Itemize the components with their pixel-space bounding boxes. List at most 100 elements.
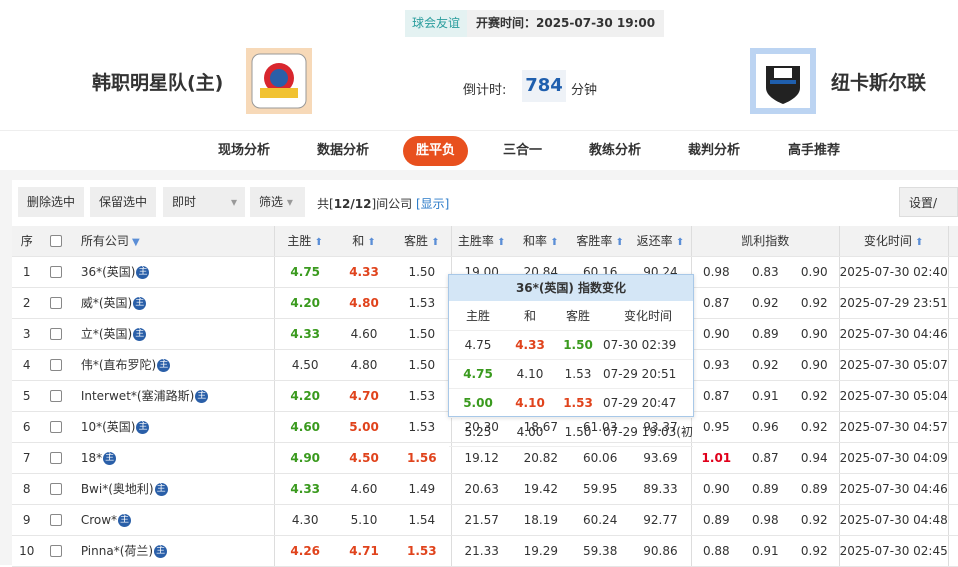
company-name[interactable]: 威*(英国)	[80, 296, 133, 310]
checkbox-cell	[41, 442, 71, 474]
odds-cell: 1.54	[392, 504, 452, 536]
main-badge: 主	[136, 421, 150, 434]
odds-cell: 4.20	[273, 380, 336, 412]
start-time: 开赛时间：2025-07-30 19:00	[467, 10, 665, 37]
checkbox[interactable]	[50, 266, 63, 278]
checkbox[interactable]	[50, 452, 63, 464]
checkbox[interactable]	[50, 390, 63, 402]
company-name[interactable]: 18*	[80, 450, 103, 465]
header-text: 所有公司	[80, 234, 129, 249]
company-cell: Bwi*(奥地利) 主	[70, 473, 275, 505]
time-cell: 2025-07-30 02:45	[838, 535, 949, 567]
edge-cell	[947, 473, 958, 505]
checkbox[interactable]	[50, 235, 63, 248]
countdown-label: 倒计时:	[463, 83, 507, 98]
kelly-cell: 0.92	[789, 411, 840, 443]
checkbox-cell	[41, 473, 71, 505]
row-number: 6	[12, 411, 42, 443]
company-name[interactable]: Bwi*(奥地利)	[80, 482, 154, 496]
main-badge: 主	[154, 545, 168, 558]
kelly-cell: 0.95	[690, 411, 741, 443]
odds-cell: 4.80	[335, 349, 393, 381]
odds-cell: 5.10	[335, 504, 393, 536]
sort-arrow: ⬆	[493, 237, 506, 249]
popup-header: 主胜	[449, 301, 507, 331]
checkbox[interactable]	[50, 359, 63, 371]
settings[interactable]: 设置/选择	[899, 187, 958, 240]
rate-cell: 59.38	[570, 535, 630, 567]
button[interactable]: 删除选中	[18, 187, 85, 217]
header-text: 客胜	[404, 234, 429, 249]
company-name[interactable]: Crow*	[80, 512, 118, 527]
popup-odds: 4.00	[507, 417, 553, 447]
select[interactable]: 即时 ▾	[163, 187, 245, 217]
show-link[interactable]: [显示]	[415, 197, 450, 211]
column-header: 客胜 ⬆	[392, 226, 452, 257]
popup-odds: 4.33	[507, 330, 553, 360]
count: 共[12/12]间公司 [显示]	[317, 195, 449, 212]
rate-cell: 59.95	[570, 473, 630, 505]
time-cell: 2025-07-29 23:51	[838, 287, 949, 319]
popup-odds: 1.50	[553, 417, 603, 447]
company-name[interactable]: 10*(英国)	[80, 420, 136, 434]
tab[interactable]: 数据分析	[317, 143, 370, 158]
odds-cell: 4.26	[273, 535, 336, 567]
checkbox[interactable]	[50, 328, 63, 340]
tab[interactable]: 三合一	[503, 143, 543, 158]
column-header: 变化时间 ⬆	[838, 226, 949, 257]
company-name[interactable]: Interwet*(塞浦路斯)	[80, 389, 195, 403]
sort-arrow: ⬆	[612, 237, 624, 249]
tab[interactable]: 教练分析	[589, 143, 642, 158]
table-row: 8 Bwi*(奥地利) 主 4.33 4.60 1.49 20.63 19.42 59.95 89…	[12, 473, 958, 505]
home-team[interactable]: 韩职明星队(主)	[92, 72, 224, 94]
company-name[interactable]: 伟*(直布罗陀)	[80, 358, 157, 372]
popup-odds: 1.50	[553, 330, 603, 360]
count-prefix: 共[	[317, 197, 334, 211]
main-badge: 主	[154, 483, 168, 496]
edge-cell	[947, 442, 958, 474]
odds-cell: 4.70	[335, 380, 393, 412]
kelly-cell: 0.98	[690, 256, 741, 288]
match-tag[interactable]: 球会友谊	[405, 10, 468, 37]
company-name[interactable]: 立*(英国)	[80, 327, 133, 341]
checkbox[interactable]	[50, 483, 63, 495]
rate-cell: 21.57	[451, 504, 512, 536]
company-name[interactable]: 36*(英国)	[80, 265, 136, 279]
filter[interactable]: 筛选 ▾	[250, 187, 305, 217]
tab[interactable]: 裁判分析	[688, 143, 741, 158]
odds-table: 序所有公司 ▼ 主胜 ⬆ 和 ⬆ 客胜 ⬆ 主胜率 ⬆ 和率 ⬆ 客胜率 ⬆ 返还率 ⬆ 凯利指…	[12, 226, 958, 567]
checkbox[interactable]	[50, 545, 63, 557]
checkbox[interactable]	[50, 514, 63, 526]
time-cell: 2025-07-30 05:04	[838, 380, 949, 412]
tab[interactable]: 现场分析	[218, 143, 271, 158]
checkbox-cell	[41, 318, 71, 350]
header-text: 主胜	[287, 234, 312, 249]
count-value: 12/12	[333, 197, 372, 211]
company-cell: 36*(英国) 主	[70, 256, 275, 288]
column-header: 序	[12, 226, 42, 257]
header-text: 变化时间	[863, 234, 912, 249]
checkbox[interactable]	[50, 297, 63, 309]
odds-cell: 1.50	[392, 349, 452, 381]
button[interactable]: 保留选中	[90, 187, 157, 217]
table-row: 10 Pinna*(荷兰) 主 4.26 4.71 1.53 21.33 19.29 59.38…	[12, 535, 958, 567]
column-header: 客胜率 ⬆	[570, 226, 630, 257]
tab[interactable]: 胜平负	[403, 136, 469, 166]
rate-cell: 93.69	[629, 442, 692, 474]
main-badge: 主	[195, 390, 209, 403]
table-row: 7 18* 主 4.90 4.50 1.56 19.12 20.82 60.06 93.69 1.0…	[12, 442, 958, 474]
kelly-cell: 0.89	[740, 318, 790, 350]
edge-cell	[947, 411, 958, 443]
odds-cell: 4.50	[335, 442, 393, 474]
rate-cell: 19.12	[451, 442, 512, 474]
popup-header: 变化时间	[603, 301, 693, 331]
header-row: 序所有公司 ▼ 主胜 ⬆ 和 ⬆ 客胜 ⬆ 主胜率 ⬆ 和率 ⬆ 客胜率 ⬆ 返还率 ⬆ 凯利指…	[12, 226, 958, 257]
tab[interactable]: 高手推荐	[788, 143, 841, 158]
away-team[interactable]: 纽卡斯尔联	[831, 72, 927, 94]
company-name[interactable]: Pinna*(荷兰)	[80, 544, 154, 558]
sort-arrow: ⬆	[428, 237, 440, 249]
main-badge: 主	[157, 359, 171, 372]
checkbox[interactable]	[50, 421, 63, 433]
